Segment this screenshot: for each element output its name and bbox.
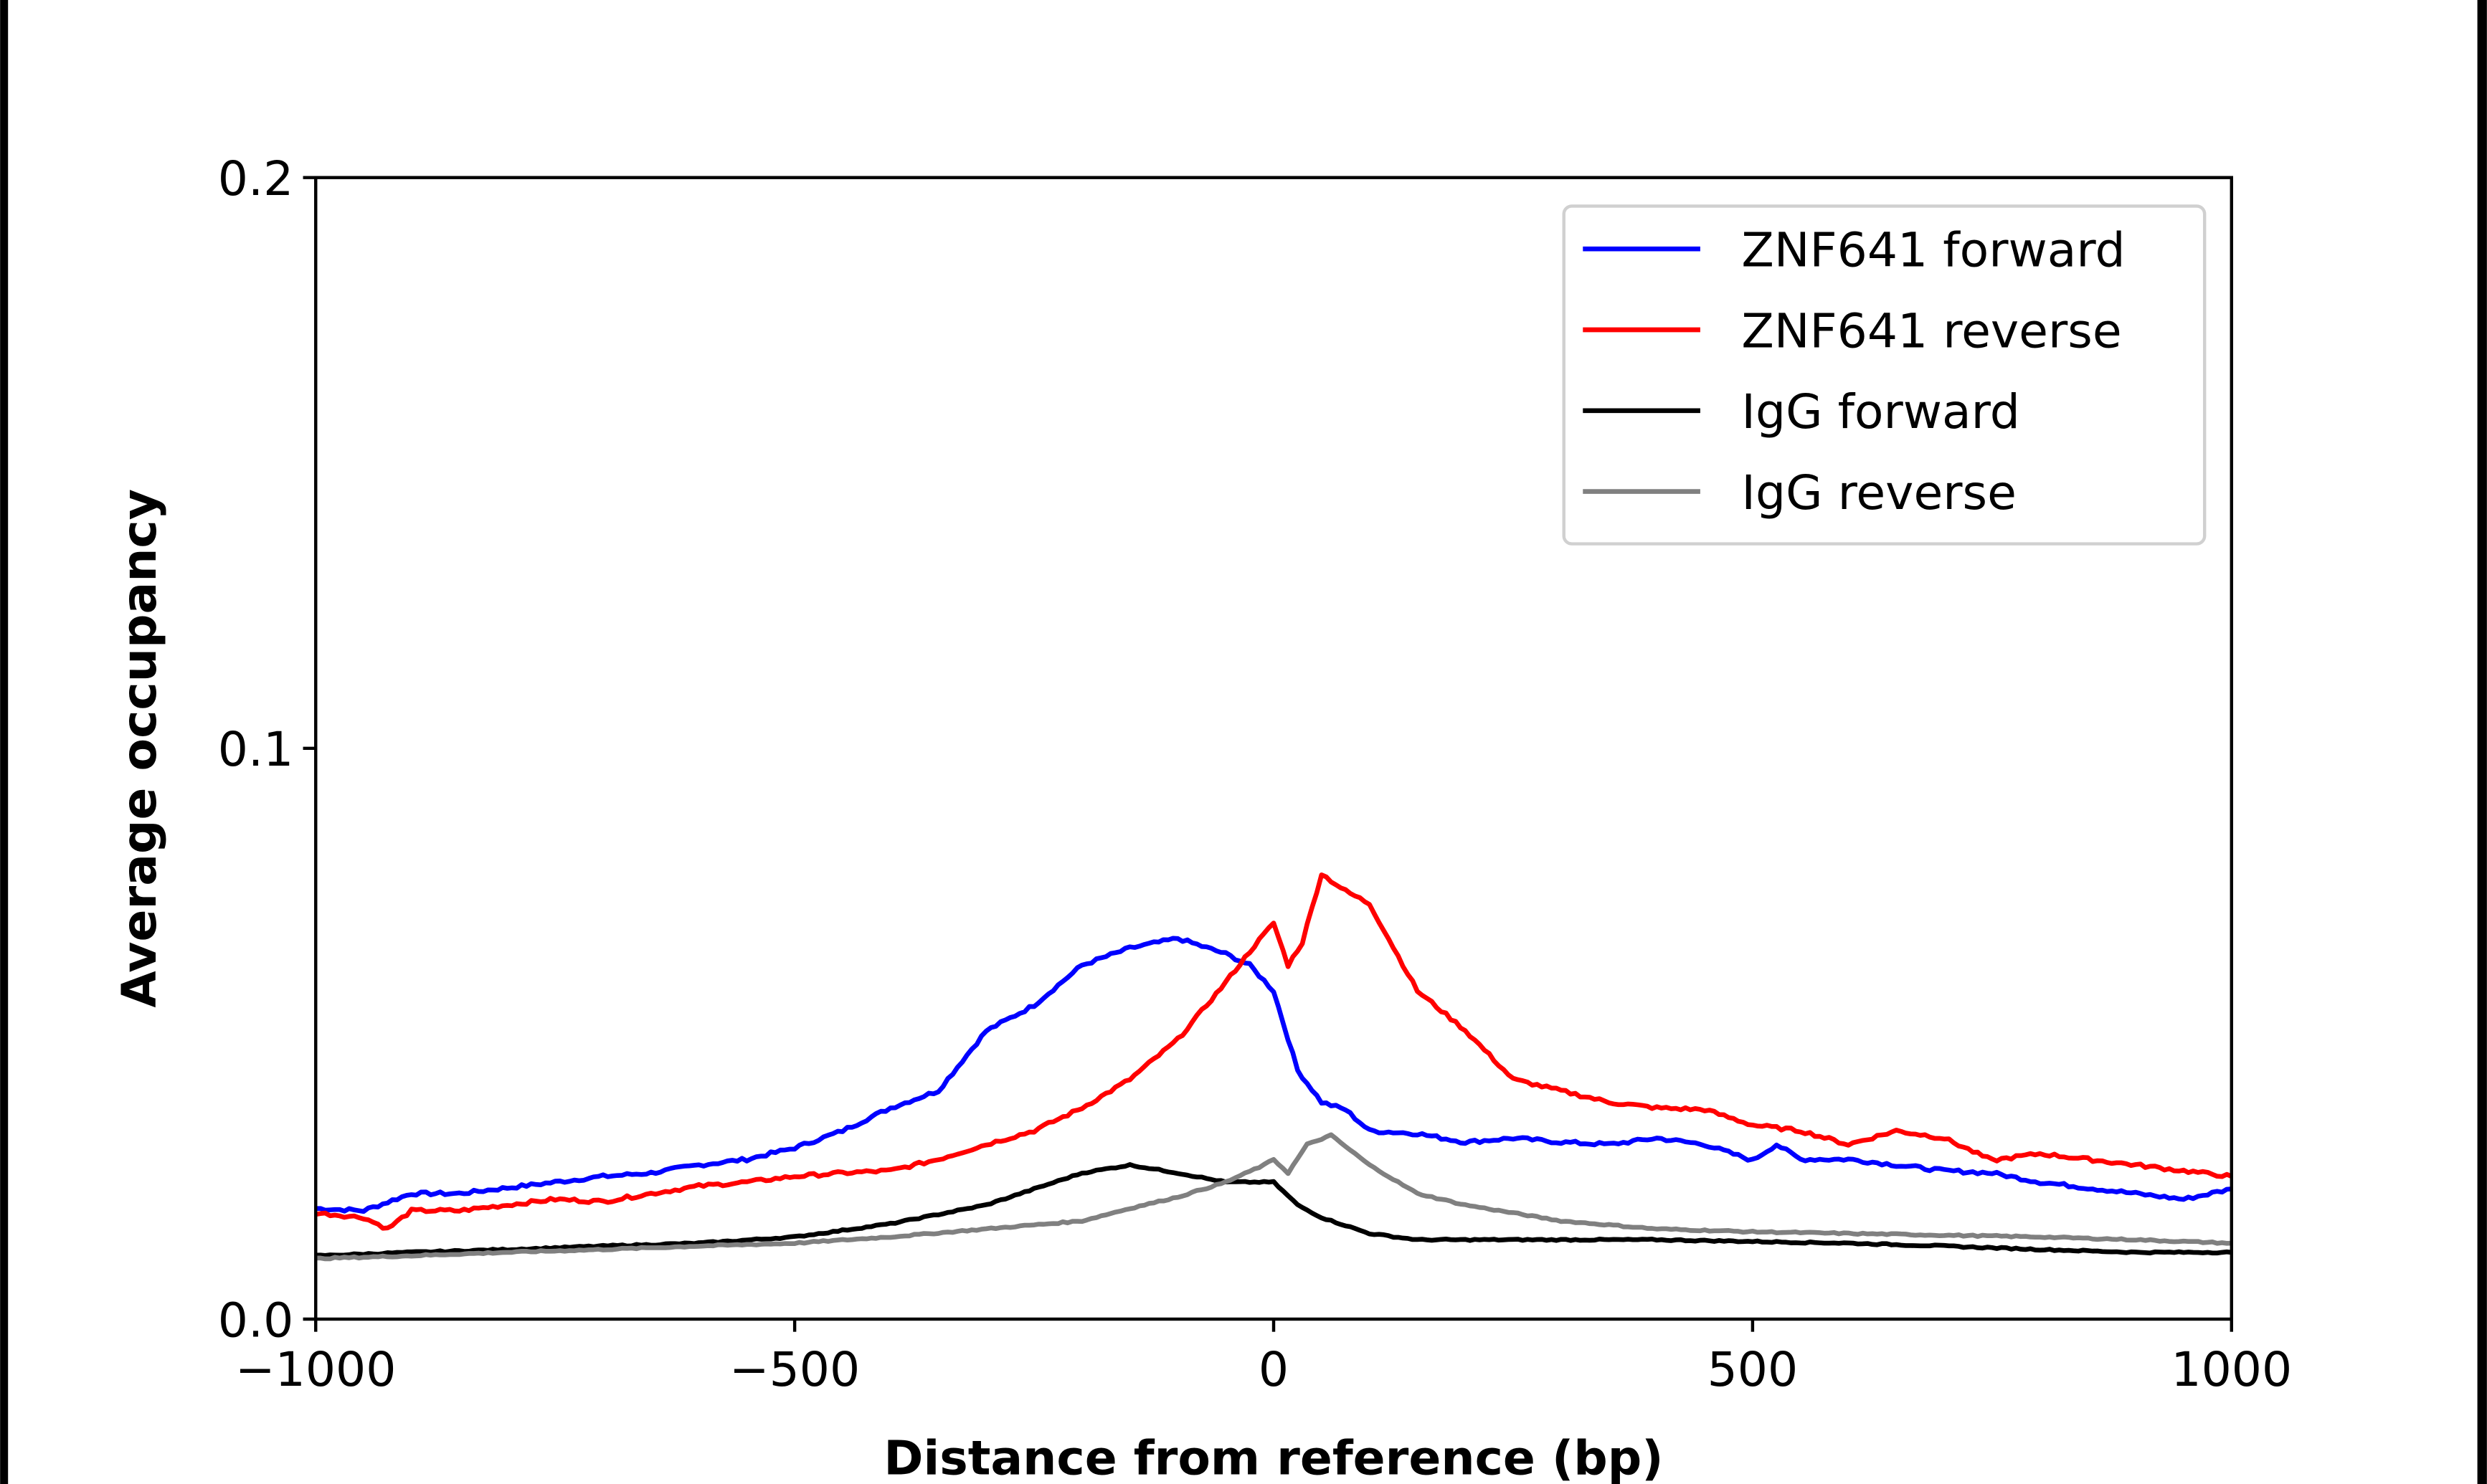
y-axis-label: Average occupancy bbox=[111, 489, 167, 1008]
y-tick-label: 0.0 bbox=[218, 1292, 293, 1348]
y-tick-label: 0.1 bbox=[218, 721, 293, 777]
series-line-igg-reverse bbox=[316, 1132, 2232, 1262]
legend-box bbox=[1562, 204, 2207, 546]
y-tick-label: 0.2 bbox=[218, 151, 293, 206]
series-layer bbox=[315, 872, 2233, 1262]
x-tick-label: 500 bbox=[1707, 1341, 1799, 1397]
x-tick-label: −500 bbox=[729, 1341, 860, 1397]
legend-label: ZNF641 forward bbox=[1741, 222, 2125, 278]
x-tick-label: 1000 bbox=[2171, 1341, 2292, 1397]
left-border bbox=[0, 0, 9, 1484]
legend-label: IgG reverse bbox=[1741, 465, 2016, 520]
x-tick-label: 0 bbox=[1259, 1341, 1289, 1397]
ticks-layer: −1000 −500 0 500 1000 0.0 0.1 0.2 bbox=[218, 151, 2292, 1397]
x-tick-label: −1000 bbox=[235, 1341, 396, 1397]
legend-label: IgG forward bbox=[1741, 384, 2019, 439]
legend-label: ZNF641 reverse bbox=[1741, 303, 2121, 358]
series-line-igg-forward bbox=[316, 1162, 2232, 1258]
legend: ZNF641 forward ZNF641 reverse IgG forward I… bbox=[1562, 204, 2207, 546]
series-line-znf641-reverse bbox=[315, 872, 2233, 1231]
x-axis-label: Distance from reference (bp) bbox=[884, 1430, 1663, 1484]
series-line-znf641-forward bbox=[316, 936, 2232, 1214]
right-border bbox=[2477, 0, 2487, 1484]
